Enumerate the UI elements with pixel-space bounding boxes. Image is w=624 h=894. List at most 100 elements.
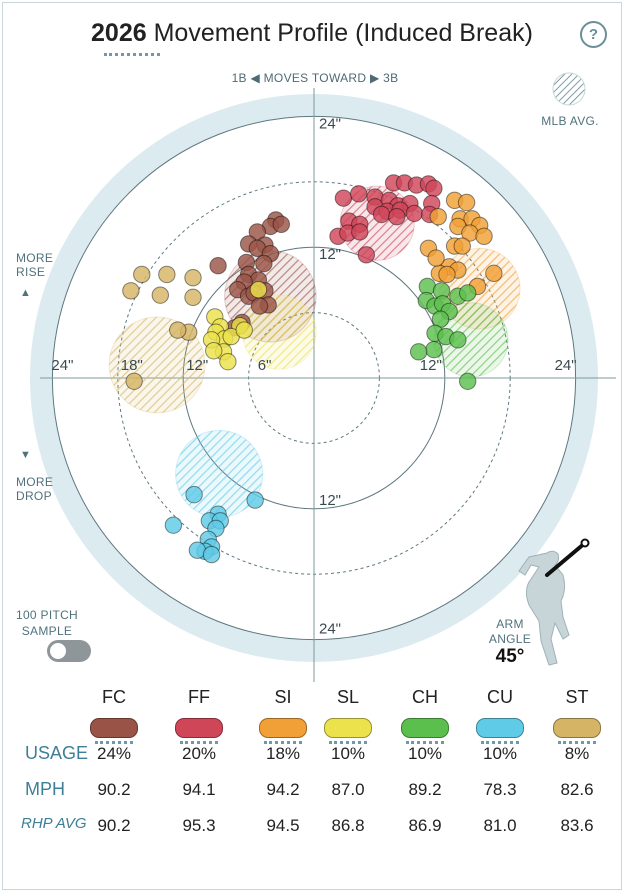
pitch-column-st: ST 8% 82.6 83.6 [542, 687, 612, 835]
pitch-stats-table: USAGE MPH RHP AVG FC 24% 90.2 90.2 FF 20% 94.1… [3, 679, 621, 849]
pitch-color-pill[interactable] [259, 718, 307, 738]
pitch-point-sl[interactable] [219, 352, 237, 371]
stat-rhp-avg: 81.0 [483, 816, 517, 835]
pitch-point-st[interactable] [158, 265, 176, 284]
pitch-color-pill[interactable] [90, 718, 138, 738]
pitch-point-fc[interactable] [209, 257, 227, 275]
pitch-point-fc[interactable] [255, 254, 273, 273]
pitch-point-st[interactable] [122, 282, 140, 300]
pitch-point-st[interactable] [184, 269, 202, 287]
pitch-point-si[interactable] [475, 227, 493, 246]
pitch-point-cu[interactable] [202, 545, 221, 564]
stat-usage: 8% [564, 744, 590, 763]
pitch-code: CU [487, 687, 513, 707]
pitch-point-cu[interactable] [164, 516, 183, 534]
pitch-color-pill[interactable] [175, 718, 223, 738]
pitch-code: CH [412, 687, 438, 707]
pill-underline [329, 741, 367, 744]
stat-usage: 10% [330, 744, 366, 763]
pitch-column-cu: CU 10% 78.3 81.0 [465, 687, 535, 835]
stat-mph: 87.0 [331, 780, 365, 799]
pitch-point-ch[interactable] [449, 331, 467, 349]
pitch-code: ST [565, 687, 589, 707]
pitch-column-sl: SL 10% 87.0 86.8 [313, 687, 383, 835]
pitch-point-sl[interactable] [249, 281, 268, 299]
more-drop-line1: MORE [16, 475, 54, 489]
pitch-point-si[interactable] [453, 237, 471, 255]
pitch-point-ff[interactable] [351, 223, 369, 241]
stat-mph: 94.2 [266, 780, 300, 799]
more-drop-line2: DROP [16, 489, 52, 503]
pill-underline [264, 741, 302, 744]
ring-label: 12" [319, 492, 341, 509]
pill-underline [558, 741, 596, 744]
pitch-point-ff[interactable] [349, 185, 368, 203]
pitch-code: SI [274, 687, 292, 707]
more-rise-line2: RISE [16, 265, 46, 279]
pitch-point-ch[interactable] [458, 284, 477, 302]
arm-angle-line [545, 541, 587, 577]
pitch-color-pill[interactable] [401, 718, 449, 738]
pitch-point-cu[interactable] [185, 485, 203, 504]
down-triangle-icon: ▼ [20, 449, 31, 461]
pitch-point-ch[interactable] [425, 340, 443, 359]
ball-icon [580, 538, 590, 548]
sample-toggle[interactable] [47, 640, 91, 662]
pitch-point-ff[interactable] [357, 246, 376, 264]
pitch-color-pill[interactable] [476, 718, 524, 738]
arm-angle-value: 45° [495, 646, 525, 667]
pitch-point-si[interactable] [429, 207, 447, 226]
usage-row-label: USAGE [25, 743, 89, 763]
pill-underline [180, 741, 218, 744]
pitch-point-sl[interactable] [235, 321, 253, 339]
arm-label-line1: ARM [496, 617, 524, 631]
pitch-point-st[interactable] [125, 372, 143, 390]
pitch-column-fc: FC 24% 90.2 90.2 [79, 687, 149, 835]
pitch-point-si[interactable] [485, 264, 503, 283]
pitch-column-ff: FF 20% 94.1 95.3 [164, 687, 234, 835]
stat-rhp-avg: 83.6 [560, 816, 594, 835]
pill-underline [481, 741, 519, 744]
pitch-point-fc[interactable] [250, 297, 269, 315]
pitch-point-ch[interactable] [409, 343, 428, 361]
stat-mph: 89.2 [408, 780, 442, 799]
pitch-point-si[interactable] [427, 249, 445, 267]
stat-rhp-avg: 94.5 [266, 816, 300, 835]
pitch-point-ff[interactable] [334, 189, 353, 207]
pitch-point-ff[interactable] [388, 207, 406, 226]
stat-usage: 20% [181, 744, 217, 763]
sample-label-line2: SAMPLE [21, 624, 73, 638]
more-rise-label: MORE RISE [16, 251, 53, 279]
pitch-point-si[interactable] [457, 193, 476, 212]
pitch-point-ch[interactable] [458, 372, 477, 390]
pitch-point-ff[interactable] [405, 204, 423, 223]
help-icon[interactable]: ? [580, 21, 607, 48]
pitch-point-st[interactable] [184, 288, 202, 307]
more-rise-line1: MORE [16, 251, 54, 265]
pill-underline [406, 741, 444, 744]
pitch-point-st[interactable] [151, 286, 170, 304]
pitch-point-ff[interactable] [425, 179, 443, 198]
pitch-point-st[interactable] [133, 265, 151, 284]
pitch-point-st[interactable] [169, 321, 187, 339]
pitch-point-si[interactable] [438, 265, 456, 284]
mph-row-label: MPH [25, 779, 65, 799]
pitch-color-pill[interactable] [324, 718, 372, 738]
ring-label: 12" [420, 357, 442, 374]
ring-label: 12" [186, 357, 208, 374]
pitch-color-pill[interactable] [553, 718, 601, 738]
pitch-point-ff[interactable] [372, 205, 391, 224]
pitcher-silhouette-icon [518, 538, 590, 666]
more-drop-label: MORE DROP [16, 475, 53, 503]
arm-angle-label: ARM ANGLE [485, 617, 535, 647]
title-year[interactable]: 2026 [91, 19, 147, 47]
ring-label: 24" [319, 621, 341, 638]
year-dropdown-underline [104, 53, 160, 60]
moves-toward-label: 1B ◀ MOVES TOWARD ▶ 3B [231, 71, 399, 85]
pitch-point-fc[interactable] [272, 215, 290, 234]
title-text: Movement Profile (Induced Break) [153, 19, 533, 47]
pitch-point-cu[interactable] [246, 491, 264, 509]
ring-label: 24" [319, 115, 341, 132]
stat-rhp-avg: 86.9 [408, 816, 442, 835]
pitch-point-sl[interactable] [205, 342, 223, 360]
